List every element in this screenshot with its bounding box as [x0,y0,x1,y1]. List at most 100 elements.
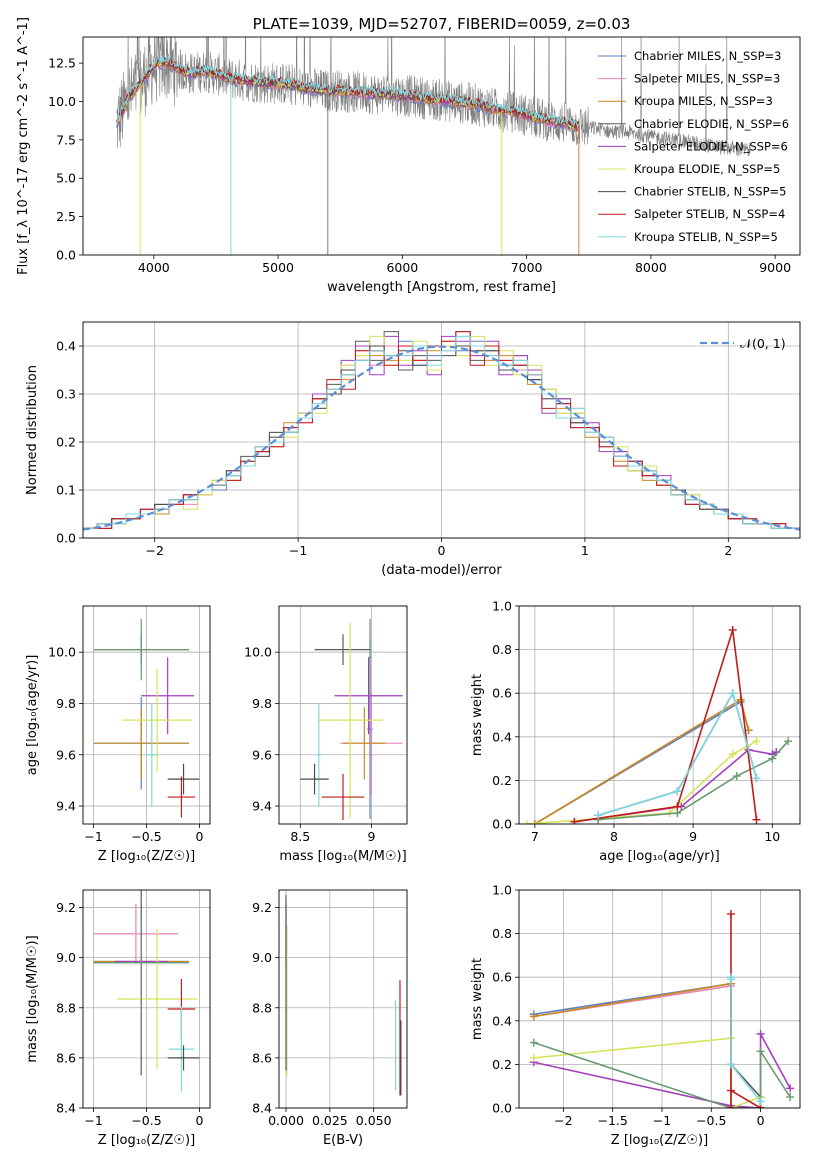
x-tick-label: −1 [84,1113,102,1128]
x-tick-label: 5000 [262,260,294,275]
weight-line [730,977,762,1102]
weight-line [533,1041,791,1108]
errorbar-point [343,707,386,780]
x-tick-label: 0.025 [312,1113,348,1128]
x-axis-label: wavelength [Angstrom, rest frame] [327,280,556,295]
x-tick-label: −2 [554,1113,572,1128]
panel-mass-vs-ebv: 0.000 0.025 0.050 8.4 8.6 8.8 9.0 9.2 E(B-V) [252,889,408,1148]
errorbar-point [315,703,322,807]
y-tick-label: 0.4 [56,339,76,354]
y-tick-label: 9.4 [56,799,76,814]
x-axis-label: E(B-V) [323,1133,363,1148]
plot-area-weight-vs-Z [529,909,795,1108]
weight-marker [756,1029,765,1038]
panel-weight-vs-age: 7 8 9 10 0.0 0.2 0.4 0.6 0.8 1.0 age [log₁₀(age/yr… [470,599,801,864]
weight-marker [752,815,761,824]
weight-line [574,629,758,823]
errorbar-point [167,776,196,818]
x-tick-label: −1.5 [597,1113,627,1128]
errorbar-point [116,928,198,1070]
y-tick-label: 9.2 [56,900,76,915]
x-tick-label: −0.5 [696,1113,726,1128]
panel-age-vs-mass: 8.5 9 9.4 9.6 9.8 10.0 mass [log₁₀(M/M☉)] [244,605,408,864]
y-tick-label: 0.4 [492,729,512,744]
weight-marker [522,820,531,824]
y-tick-label: 10.0 [244,645,272,660]
weight-line [730,977,762,1108]
legend-label: Salpeter STELIB, N_SSP=4 [634,207,785,221]
x-tick-label: 4000 [138,260,170,275]
y-tick-label: 0.0 [492,1101,512,1116]
y-tick-label: 9.8 [252,696,272,711]
weight-marker [752,737,761,746]
x-tick-label: 0.050 [356,1113,392,1128]
weight-marker [529,1012,538,1021]
y-tick-label: 8.8 [252,1000,272,1015]
x-tick-label: 8.5 [290,829,310,844]
errorbar-point [167,763,200,795]
weight-marker [726,1060,735,1069]
gaussian-curve [83,345,800,531]
weight-marker [756,1047,765,1056]
legend-label: Salpeter ELODIE, N_SSP=6 [634,139,788,153]
legend-label: Kroupa MILES, N_SSP=3 [634,94,773,108]
x-tick-label: 2 [724,543,732,558]
x-axis-label: Z [log₁₀(Z/Z☉)] [98,1133,195,1148]
errorbar-point [122,668,193,772]
y-tick-label: 0.4 [492,1013,512,1028]
panel-weight-vs-Z: −2 −1.5 −1 −0.5 0 0.0 0.2 0.4 0.6 0.8 1.0 Z [log₁₀(… [470,883,801,1148]
legend-label: Kroupa STELIB, N_SSP=5 [634,230,778,244]
errorbar-point [321,773,365,821]
errorbar-point [93,912,189,1013]
weight-marker [594,811,603,820]
weight-line [574,749,777,823]
weight-marker [786,1084,795,1093]
weight-line [534,698,750,824]
x-tick-label: −0.5 [131,829,161,844]
legend-label: Chabrier ELODIE, N_SSP=6 [634,117,789,131]
y-tick-label: 0.0 [492,817,512,832]
y-axis-label: mass [log₁₀(M/M☉)] [25,935,40,1062]
y-tick-label: 0.6 [492,970,512,985]
y-tick-label: 0.8 [492,926,512,941]
x-tick-label: −1 [653,1113,671,1128]
x-tick-label: 9 [689,829,697,844]
axes-frame [82,321,801,539]
axes-frame [82,889,211,1109]
y-tick-label: 9.2 [252,900,272,915]
errorbar-point [368,618,372,696]
weight-marker [768,754,777,763]
y-tick-label: 0.0 [56,248,76,263]
legend-label: 𝒩(0, 1) [740,336,786,351]
x-tick-label: −1 [289,543,307,558]
panel-spectrum: 4000 5000 6000 7000 8000 9000 0.0 2.5 5.0 7.5 10.0… [16,15,801,295]
y-tick-label: 9.6 [252,747,272,762]
y-tick-label: 0.0 [56,531,76,546]
x-tick-label: 7 [531,829,539,844]
x-axis-label: (data-model)/error [381,563,502,578]
x-tick-label: 0.000 [268,1113,304,1128]
y-tick-label: 8.4 [252,1101,272,1116]
weight-line [597,691,758,817]
y-tick-label: 9.0 [56,950,76,965]
model-line [116,55,580,128]
plot-area-residual-histogram [83,331,800,538]
axes-frame [278,605,408,825]
y-tick-label: 12.5 [48,56,76,71]
x-tick-label: 7000 [511,260,543,275]
legend-label: Chabrier STELIB, N_SSP=5 [634,185,786,199]
y-tick-label: 8.6 [252,1050,272,1065]
x-tick-label: 8 [610,829,618,844]
weight-marker [726,909,735,918]
weight-marker [752,774,761,783]
y-tick-label: 2.5 [56,209,76,224]
axes-frame [82,36,801,256]
y-tick-label: 1.0 [492,599,512,614]
x-tick-label: 0 [757,1113,765,1128]
axes-frame [518,605,801,825]
errorbar-point [146,703,158,807]
plot-area-spectrum [116,37,751,255]
weight-marker [726,1104,735,1108]
panel-mass-vs-Z: −1 −0.5 0 8.4 8.6 8.8 9.0 9.2 Z [log₁₀(Z/Z☉)] mas… [25,889,211,1148]
y-axis-label: Flux [f_λ 10^-17 erg cm^-2 s^-1 A^-1] [16,17,31,275]
